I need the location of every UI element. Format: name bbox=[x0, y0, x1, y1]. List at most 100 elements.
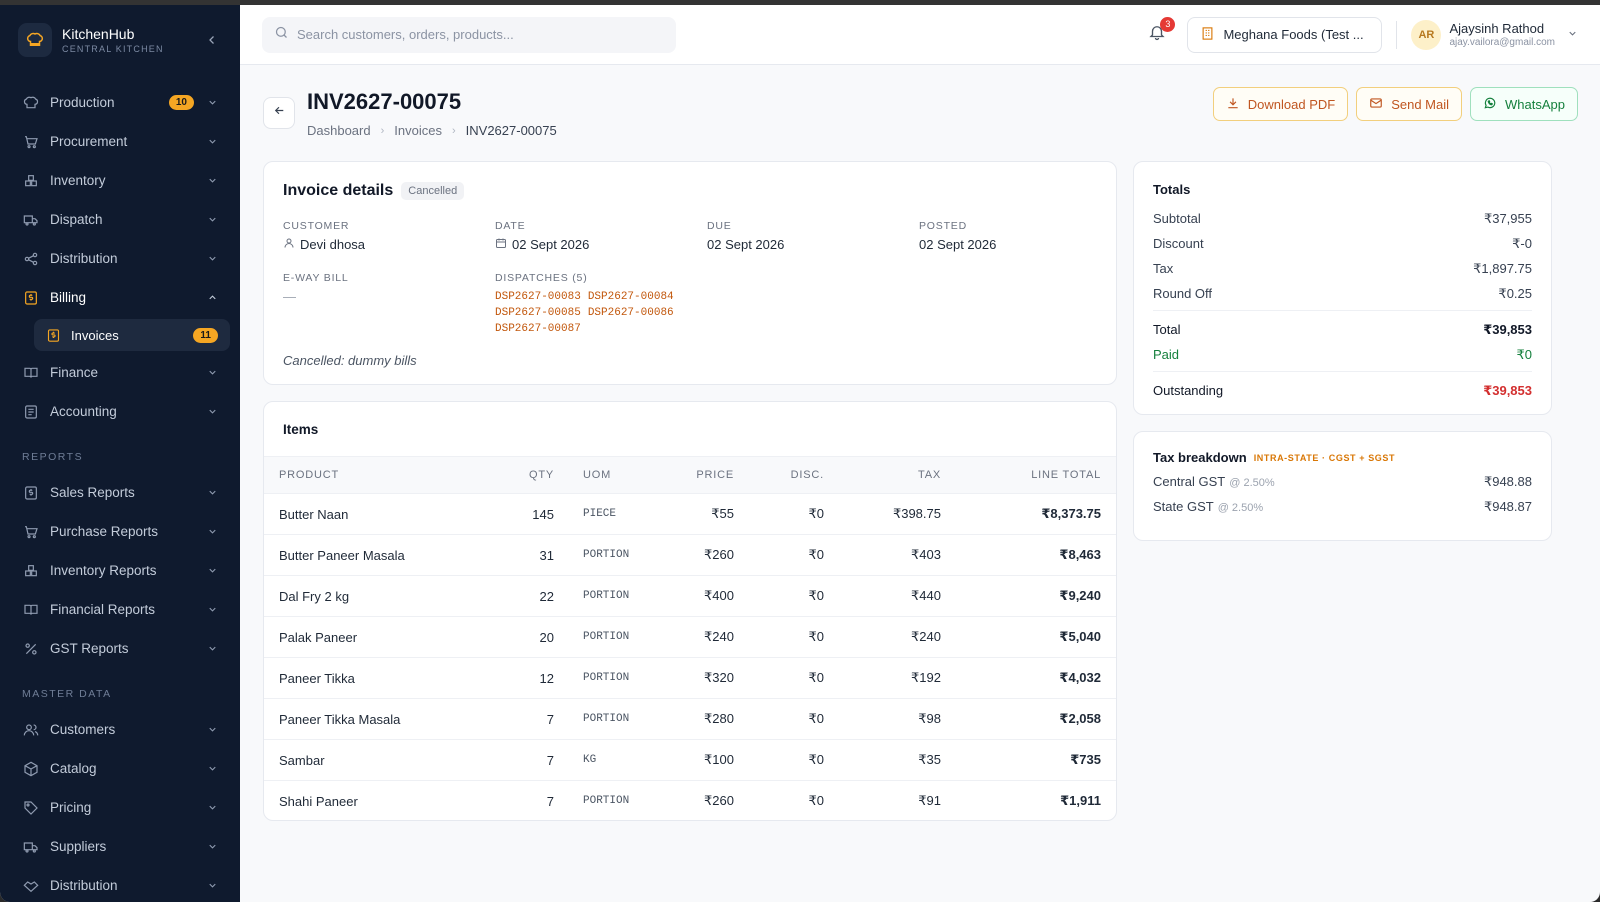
subtotal-value: ₹37,955 bbox=[1483, 210, 1532, 226]
dispatch-link[interactable]: DSP2627-00086 bbox=[587, 307, 674, 319]
sidebar-item-sales-reports[interactable]: Sales Reports bbox=[10, 473, 230, 512]
sidebar-item-suppliers[interactable]: Suppliers bbox=[10, 827, 230, 866]
product-cell: Butter Paneer Masala bbox=[264, 534, 464, 576]
sidebar-item-dispatch[interactable]: Dispatch bbox=[10, 200, 230, 239]
qty-cell: 12 bbox=[464, 657, 554, 699]
user-email: ajay.vailora@gmail.com bbox=[1449, 37, 1555, 48]
sidebar-item-pricing[interactable]: Pricing bbox=[10, 788, 230, 827]
download-pdf-button[interactable]: Download PDF bbox=[1212, 87, 1349, 121]
sidebar-item-inventory-reports[interactable]: Inventory Reports bbox=[10, 551, 230, 590]
tax-breakdown-row: Central GST @ 2.50% ₹948.88 bbox=[1153, 474, 1532, 490]
product-cell: Shahi Paneer bbox=[279, 793, 358, 809]
sidebar-item-distribution[interactable]: Distribution bbox=[10, 239, 230, 278]
uom-cell: PORTION bbox=[554, 534, 659, 576]
sidebar-item-master-distribution[interactable]: Distribution bbox=[10, 866, 230, 902]
user-name: Ajaysinh Rathod bbox=[1449, 21, 1545, 36]
status-badge: Cancelled bbox=[401, 182, 465, 200]
dispatch-link[interactable]: DSP2627-00087 bbox=[495, 323, 581, 335]
building-icon bbox=[1200, 26, 1215, 44]
column-header-line-total: LINE TOTAL bbox=[941, 456, 1116, 494]
round-off-row: Round Off ₹0.25 bbox=[1153, 281, 1532, 306]
sidebar-item-finance[interactable]: Finance bbox=[10, 353, 230, 392]
totals-card: Totals Subtotal ₹37,955 Discount ₹-0 Tax ₹1… bbox=[1133, 161, 1552, 415]
chevron-down-icon bbox=[206, 97, 218, 109]
chevron-down-icon bbox=[206, 724, 218, 736]
chevron-up-icon bbox=[206, 292, 218, 304]
sidebar-item-gst-reports[interactable]: GST Reports bbox=[10, 629, 230, 668]
product-cell: Paneer Tikka bbox=[264, 657, 464, 699]
eway-bill-label: E-WAY BILL bbox=[283, 272, 349, 284]
sidebar-item-invoices[interactable]: Invoices 11 bbox=[34, 319, 230, 351]
breadcrumb-current: INV2627-00075 bbox=[465, 123, 557, 138]
package-icon bbox=[22, 760, 39, 777]
tax-breakdown-title: Tax breakdown bbox=[1153, 450, 1247, 465]
organization-switcher[interactable]: Meghana Foods (Test ... bbox=[1187, 16, 1383, 53]
chevron-down-icon bbox=[206, 136, 218, 148]
tax-breakdown-card: Tax breakdown INTRA-STATE · CGST + SGST … bbox=[1133, 431, 1552, 541]
total-row: Total ₹39,853 bbox=[1153, 317, 1532, 342]
sidebar: KitchenHub CENTRAL KITCHEN Production 10… bbox=[0, 5, 240, 902]
percent-icon bbox=[22, 640, 39, 657]
master-data-section-label: MASTER DATA bbox=[22, 688, 112, 700]
uom-cell: PORTION bbox=[554, 616, 659, 658]
breadcrumb-invoices[interactable]: Invoices bbox=[394, 123, 442, 138]
chevron-down-icon bbox=[206, 367, 218, 379]
invoice-icon bbox=[22, 289, 39, 306]
invoices-count-badge: 11 bbox=[193, 327, 218, 343]
table-row: Butter Naan 145 PIECE ₹55 ₹0 ₹398.75 ₹8,… bbox=[264, 493, 1116, 535]
breadcrumb-dashboard[interactable]: Dashboard bbox=[307, 123, 371, 138]
tax-component-value: ₹948.87 bbox=[1483, 499, 1532, 514]
search-icon bbox=[274, 25, 289, 45]
price-cell: ₹260 bbox=[659, 534, 734, 576]
sidebar-item-catalog[interactable]: Catalog bbox=[10, 749, 230, 788]
price-cell: ₹55 bbox=[659, 493, 734, 535]
disc-cell: ₹0 bbox=[734, 698, 824, 740]
sidebar-item-customers[interactable]: Customers bbox=[10, 710, 230, 749]
collapse-sidebar-button[interactable] bbox=[202, 30, 222, 50]
invoice-icon bbox=[22, 484, 39, 501]
download-pdf-label: Download PDF bbox=[1247, 96, 1336, 112]
arrow-left-icon bbox=[273, 104, 286, 122]
disc-cell: ₹0 bbox=[734, 575, 824, 617]
disc-cell: ₹0 bbox=[734, 657, 824, 699]
sidebar-item-label: Accounting bbox=[50, 404, 117, 419]
dispatch-link[interactable]: DSP2627-00083 bbox=[495, 291, 581, 303]
chef-hat-icon bbox=[22, 94, 39, 111]
line-total-cell: ₹8,373.75 bbox=[941, 493, 1116, 535]
whatsapp-button[interactable]: WhatsApp bbox=[1470, 87, 1578, 121]
back-button[interactable] bbox=[263, 97, 295, 129]
search-input[interactable] bbox=[297, 27, 657, 42]
tax-rate: @ 2.50% bbox=[1229, 477, 1275, 489]
sidebar-item-financial-reports[interactable]: Financial Reports bbox=[10, 590, 230, 629]
column-header-uom: UOM bbox=[554, 456, 659, 494]
sidebar-item-production[interactable]: Production 10 bbox=[10, 83, 230, 122]
dispatch-link[interactable]: DSP2627-00085 bbox=[495, 307, 581, 319]
sidebar-item-accounting[interactable]: Accounting bbox=[10, 392, 230, 431]
sidebar-item-purchase-reports[interactable]: Purchase Reports bbox=[10, 512, 230, 551]
search-box[interactable] bbox=[262, 16, 676, 53]
send-mail-button[interactable]: Send Mail bbox=[1356, 87, 1463, 121]
line-total-cell: ₹9,240 bbox=[941, 575, 1116, 617]
table-row: Paneer Tikka Masala 7 PORTION ₹280 ₹0 ₹9… bbox=[264, 698, 1116, 740]
notification-count-badge: 3 bbox=[1160, 16, 1176, 32]
subtotal-row: Subtotal ₹37,955 bbox=[1153, 206, 1532, 231]
sidebar-item-billing[interactable]: Billing bbox=[10, 278, 230, 317]
line-total-cell: ₹2,058 bbox=[941, 698, 1116, 740]
brand-name: KitchenHub bbox=[62, 26, 135, 42]
qty-cell: 145 bbox=[464, 493, 554, 535]
notifications-button[interactable]: 3 bbox=[1143, 16, 1176, 49]
sidebar-item-inventory[interactable]: Inventory bbox=[10, 161, 230, 200]
dispatch-link[interactable]: DSP2627-00084 bbox=[587, 291, 674, 303]
user-menu[interactable]: AR Ajaysinh Rathod ajay.vailora@gmail.co… bbox=[1411, 19, 1578, 50]
items-title: Items bbox=[283, 422, 319, 437]
column-header-product: PRODUCT bbox=[264, 456, 464, 494]
sidebar-item-procurement[interactable]: Procurement bbox=[10, 122, 230, 161]
book-icon bbox=[22, 364, 39, 381]
boxes-icon bbox=[22, 172, 39, 189]
send-mail-label: Send Mail bbox=[1391, 96, 1450, 112]
chevron-down-icon bbox=[206, 604, 218, 616]
line-total-cell: ₹5,040 bbox=[941, 616, 1116, 658]
whatsapp-icon bbox=[1483, 96, 1497, 113]
line-total-cell: ₹1,911 bbox=[1060, 793, 1101, 809]
posted-value: 02 Sept 2026 bbox=[919, 237, 997, 252]
